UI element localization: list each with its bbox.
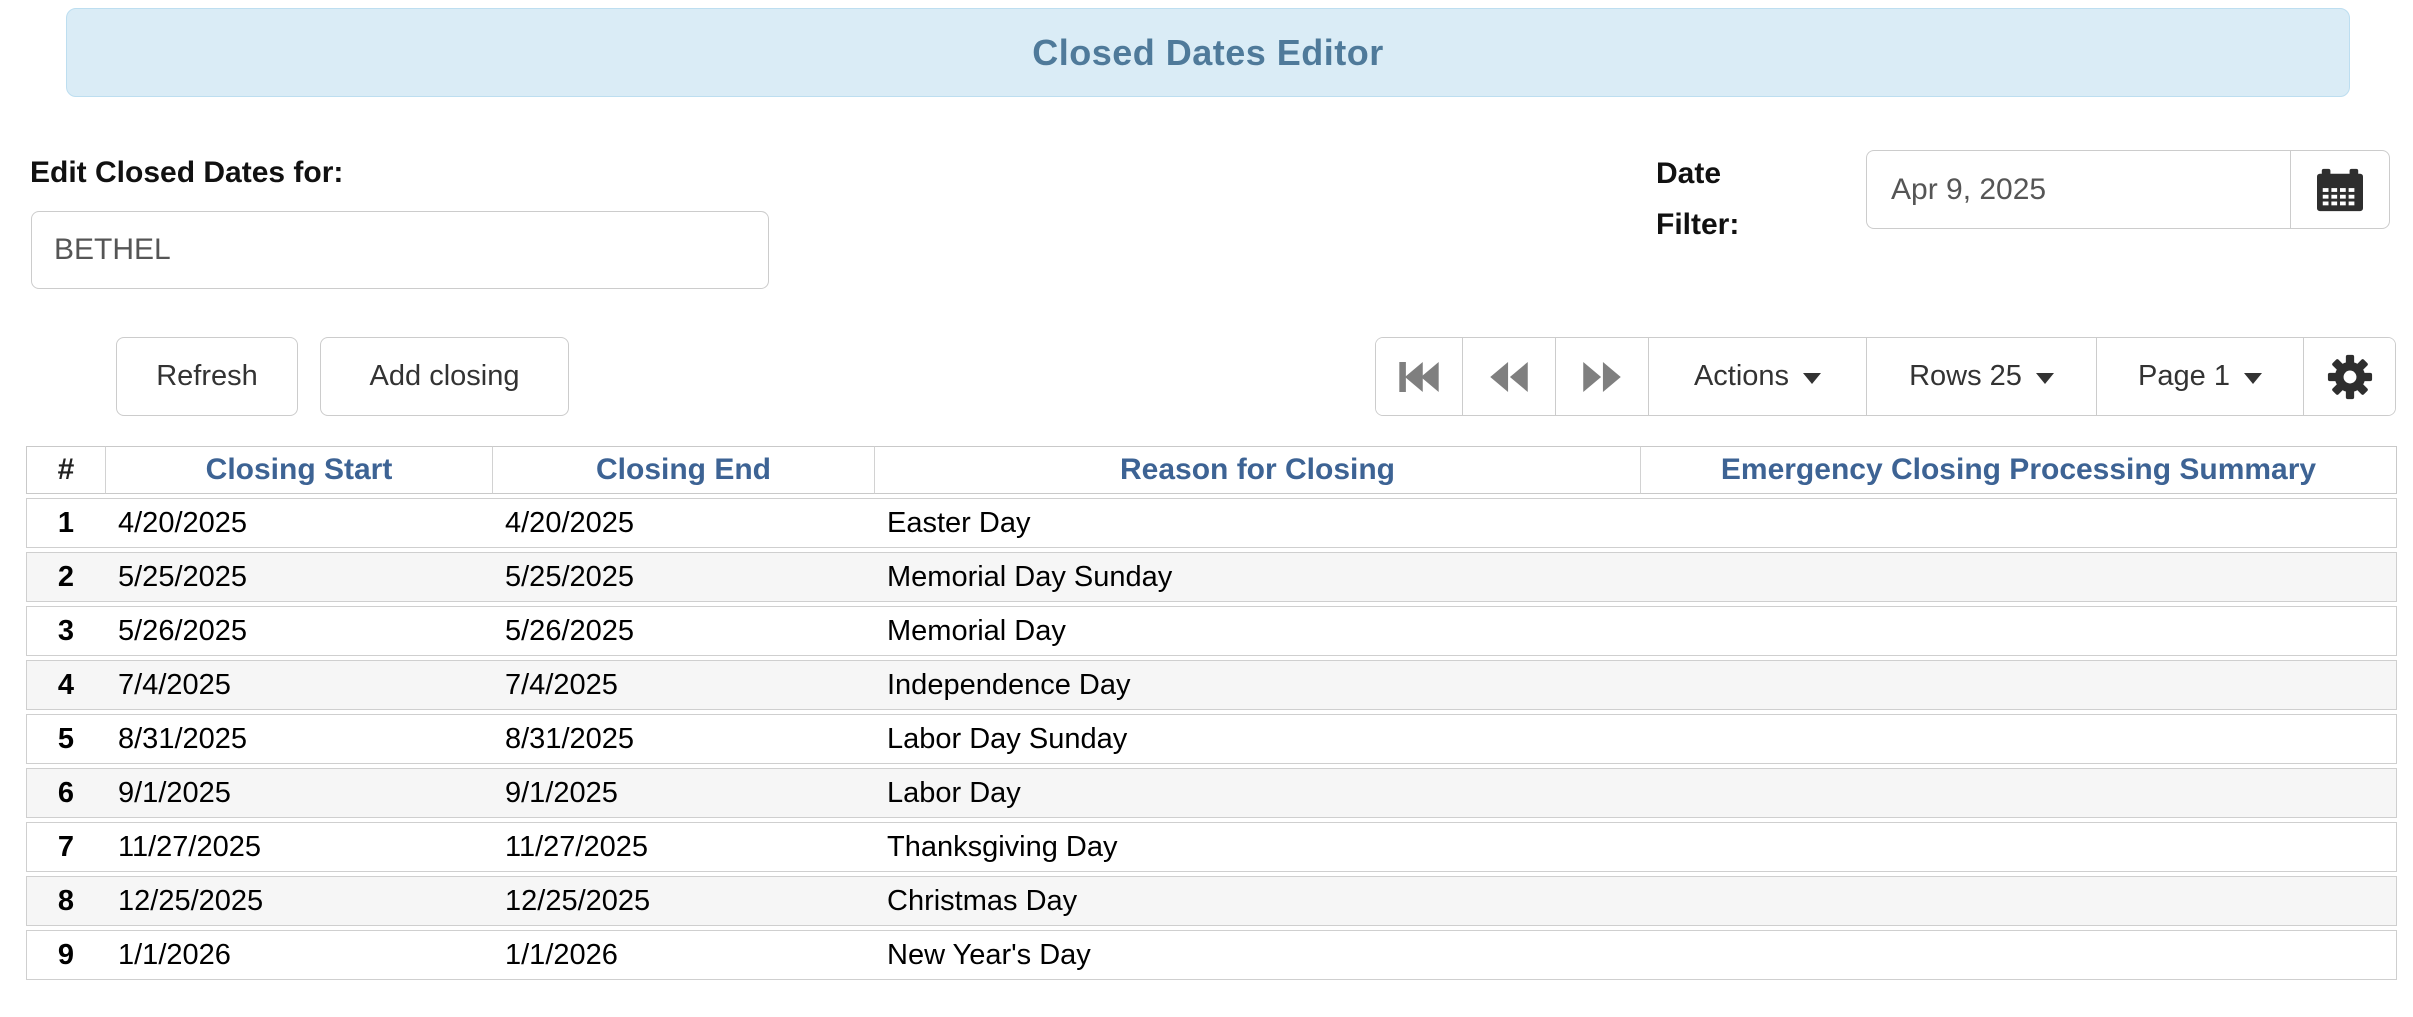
row-number-cell: 5 xyxy=(26,714,105,764)
reason-cell: Christmas Day xyxy=(874,876,1640,926)
skip-to-first-icon xyxy=(1399,361,1439,392)
table-row[interactable]: 6 9/1/2025 9/1/2025 Labor Day xyxy=(26,768,2397,818)
closing-end-cell: 12/25/2025 xyxy=(492,876,874,926)
closing-end-cell: 1/1/2026 xyxy=(492,930,874,980)
table-row[interactable]: 2 5/25/2025 5/25/2025 Memorial Day Sunda… xyxy=(26,552,2397,602)
actions-dropdown-button[interactable]: Actions xyxy=(1649,338,1867,415)
closing-start-cell: 11/27/2025 xyxy=(105,822,492,872)
closing-start-cell: 1/1/2026 xyxy=(105,930,492,980)
date-filter-label: Date Filter: xyxy=(1656,157,1740,241)
caret-down-icon xyxy=(2035,373,2054,384)
location-input[interactable] xyxy=(31,211,769,289)
emergency-summary-cell xyxy=(1640,822,2397,872)
page-title: Closed Dates Editor xyxy=(1032,31,1384,73)
emergency-summary-cell xyxy=(1640,552,2397,602)
fast-backward-icon xyxy=(1490,361,1528,392)
refresh-button[interactable]: Refresh xyxy=(116,337,298,416)
column-header-closing-start[interactable]: Closing Start xyxy=(105,446,492,494)
page-dropdown-label: Page 1 xyxy=(2138,360,2230,392)
caret-down-icon xyxy=(2243,373,2262,384)
rows-per-page-label: Rows 25 xyxy=(1909,360,2022,392)
row-number-cell: 9 xyxy=(26,930,105,980)
closing-end-cell: 5/25/2025 xyxy=(492,552,874,602)
closing-start-cell: 8/31/2025 xyxy=(105,714,492,764)
closed-dates-table: # Closing Start Closing End Reason for C… xyxy=(26,442,2397,984)
table-header-row: # Closing Start Closing End Reason for C… xyxy=(26,446,2397,494)
emergency-summary-cell xyxy=(1640,768,2397,818)
closing-end-cell: 11/27/2025 xyxy=(492,822,874,872)
emergency-summary-cell xyxy=(1640,876,2397,926)
closing-start-cell: 5/26/2025 xyxy=(105,606,492,656)
add-closing-button[interactable]: Add closing xyxy=(320,337,569,416)
column-header-emergency-summary[interactable]: Emergency Closing Processing Summary xyxy=(1640,446,2397,494)
column-header-reason[interactable]: Reason for Closing xyxy=(874,446,1640,494)
reason-cell: Memorial Day Sunday xyxy=(874,552,1640,602)
date-picker-button[interactable] xyxy=(2290,150,2390,229)
closing-end-cell: 9/1/2025 xyxy=(492,768,874,818)
table-row[interactable]: 9 1/1/2026 1/1/2026 New Year's Day xyxy=(26,930,2397,980)
row-number-cell: 4 xyxy=(26,660,105,710)
calendar-icon xyxy=(2317,168,2363,211)
closing-end-cell: 7/4/2025 xyxy=(492,660,874,710)
column-header-closing-end[interactable]: Closing End xyxy=(492,446,874,494)
reason-cell: Thanksgiving Day xyxy=(874,822,1640,872)
emergency-summary-cell xyxy=(1640,660,2397,710)
emergency-summary-cell xyxy=(1640,714,2397,764)
first-page-button[interactable] xyxy=(1376,338,1463,415)
settings-button[interactable] xyxy=(2304,338,2395,415)
table-row[interactable]: 7 11/27/2025 11/27/2025 Thanksgiving Day xyxy=(26,822,2397,872)
row-number-cell: 1 xyxy=(26,498,105,548)
closing-start-cell: 7/4/2025 xyxy=(105,660,492,710)
reason-cell: New Year's Day xyxy=(874,930,1640,980)
table-row[interactable]: 5 8/31/2025 8/31/2025 Labor Day Sunday xyxy=(26,714,2397,764)
caret-down-icon xyxy=(1803,373,1822,384)
closing-end-cell: 4/20/2025 xyxy=(492,498,874,548)
reason-cell: Independence Day xyxy=(874,660,1640,710)
next-page-button[interactable] xyxy=(1556,338,1649,415)
gear-icon xyxy=(2327,354,2372,399)
page-dropdown-button[interactable]: Page 1 xyxy=(2097,338,2304,415)
column-header-row-number: # xyxy=(26,446,105,494)
row-number-cell: 6 xyxy=(26,768,105,818)
closing-start-cell: 9/1/2025 xyxy=(105,768,492,818)
reason-cell: Easter Day xyxy=(874,498,1640,548)
table-row[interactable]: 4 7/4/2025 7/4/2025 Independence Day xyxy=(26,660,2397,710)
emergency-summary-cell xyxy=(1640,606,2397,656)
closing-end-cell: 8/31/2025 xyxy=(492,714,874,764)
reason-cell: Labor Day Sunday xyxy=(874,714,1640,764)
closing-start-cell: 5/25/2025 xyxy=(105,552,492,602)
row-number-cell: 3 xyxy=(26,606,105,656)
table-row[interactable]: 8 12/25/2025 12/25/2025 Christmas Day xyxy=(26,876,2397,926)
reason-cell: Memorial Day xyxy=(874,606,1640,656)
date-filter-group xyxy=(1866,150,2390,229)
previous-page-button[interactable] xyxy=(1463,338,1556,415)
table-row[interactable]: 1 4/20/2025 4/20/2025 Easter Day xyxy=(26,498,2397,548)
date-filter-input[interactable] xyxy=(1866,150,2290,229)
emergency-summary-cell xyxy=(1640,498,2397,548)
reason-cell: Labor Day xyxy=(874,768,1640,818)
closing-start-cell: 12/25/2025 xyxy=(105,876,492,926)
edit-closed-dates-label: Edit Closed Dates for: xyxy=(30,156,344,189)
row-number-cell: 2 xyxy=(26,552,105,602)
row-number-cell: 7 xyxy=(26,822,105,872)
row-number-cell: 8 xyxy=(26,876,105,926)
fast-forward-icon xyxy=(1583,361,1621,392)
table-body: 1 4/20/2025 4/20/2025 Easter Day 2 5/25/… xyxy=(26,498,2397,980)
closing-end-cell: 5/26/2025 xyxy=(492,606,874,656)
closing-start-cell: 4/20/2025 xyxy=(105,498,492,548)
table-row[interactable]: 3 5/26/2025 5/26/2025 Memorial Day xyxy=(26,606,2397,656)
actions-dropdown-label: Actions xyxy=(1693,360,1790,392)
rows-per-page-dropdown-button[interactable]: Rows 25 xyxy=(1867,338,2097,415)
pagination-toolbar: Actions Rows 25 Page 1 xyxy=(1375,337,2396,416)
page-title-banner: Closed Dates Editor xyxy=(66,8,2350,97)
emergency-summary-cell xyxy=(1640,930,2397,980)
